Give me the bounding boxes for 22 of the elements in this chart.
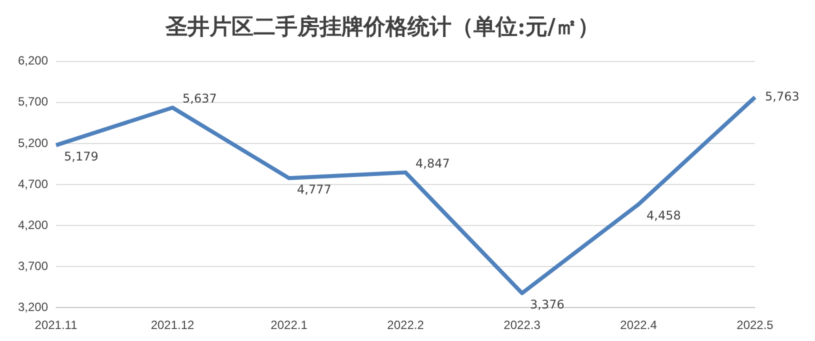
data-label: 5,179 [64,149,98,164]
data-label: 4,458 [646,208,681,222]
x-tick-label: 2022.1 [270,318,308,332]
x-tick-label: 2021.12 [150,318,195,332]
data-label: 5,763 [765,89,800,104]
y-tick-label: 5,200 [18,136,48,150]
y-tick-label: 6,200 [18,54,48,68]
data-label: 3,376 [530,297,564,312]
x-tick-label: 2022.5 [736,318,774,332]
x-tick-label: 2021.11 [34,318,78,332]
x-tick-label: 2022.3 [504,318,541,332]
x-tick-label: 2022.2 [387,318,424,332]
y-tick-label: 3,700 [18,258,48,273]
chart-title: 圣井片区二手房挂牌价格统计（单位:元/㎡） [164,14,600,40]
y-tick-label: 3,200 [18,300,48,314]
data-label: 4,777 [297,182,332,196]
y-tick-label: 5,700 [18,94,48,109]
y-tick-label: 4,700 [18,176,48,191]
data-label: 4,847 [416,156,450,171]
y-tick-label: 4,200 [18,218,48,232]
data-label: 5,637 [182,92,217,106]
x-tick-label: 2022.4 [620,318,658,332]
